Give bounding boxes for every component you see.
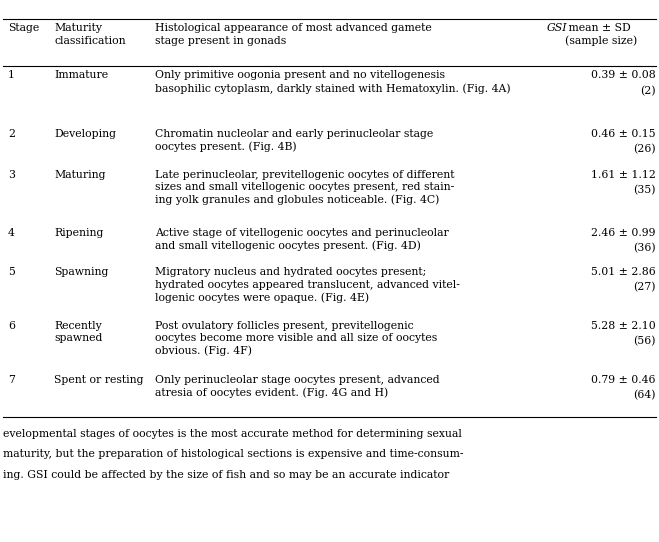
Text: 7: 7: [8, 375, 14, 384]
Text: 0.79 ± 0.46: 0.79 ± 0.46: [591, 375, 656, 384]
Text: 0.46 ± 0.15: 0.46 ± 0.15: [591, 129, 656, 139]
Text: (64): (64): [633, 390, 656, 400]
Text: Only perinucleolar stage oocytes present, advanced
atresia of oocytes evident. (: Only perinucleolar stage oocytes present…: [155, 375, 440, 398]
Text: (27): (27): [633, 282, 656, 293]
Text: 2: 2: [8, 129, 15, 139]
Text: Histological appearance of most advanced gamete
stage present in gonads: Histological appearance of most advanced…: [155, 23, 432, 46]
Text: Recently
spawned: Recently spawned: [54, 321, 102, 343]
Text: mean ± SD
(sample size): mean ± SD (sample size): [565, 23, 638, 47]
Text: Migratory nucleus and hydrated oocytes present;
hydrated oocytes appeared transl: Migratory nucleus and hydrated oocytes p…: [155, 267, 460, 303]
Text: 1: 1: [8, 70, 15, 80]
Text: (56): (56): [633, 336, 656, 346]
Text: 5: 5: [8, 267, 14, 277]
Text: Developing: Developing: [54, 129, 116, 139]
Text: 3: 3: [8, 170, 15, 179]
Text: 5.01 ± 2.86: 5.01 ± 2.86: [591, 267, 656, 277]
Text: evelopmental stages of oocytes is the most accurate method for determining sexua: evelopmental stages of oocytes is the mo…: [3, 429, 462, 438]
Text: GSI: GSI: [547, 23, 567, 33]
Text: (35): (35): [633, 185, 656, 195]
Text: (26): (26): [633, 144, 656, 154]
Text: Maturity
classification: Maturity classification: [54, 23, 126, 46]
Text: Chromatin nucleolar and early perinucleolar stage
oocytes present. (Fig. 4B): Chromatin nucleolar and early perinucleo…: [155, 129, 433, 152]
Text: maturity, but the preparation of histological sections is expensive and time-con: maturity, but the preparation of histolo…: [3, 449, 464, 459]
Text: ing. GSI could be affected by the size of fish and so may be an accurate indicat: ing. GSI could be affected by the size o…: [3, 470, 449, 480]
Text: Spent or resting: Spent or resting: [54, 375, 144, 384]
Text: Spawning: Spawning: [54, 267, 109, 277]
Text: 2.46 ± 0.99: 2.46 ± 0.99: [591, 228, 656, 238]
Text: Post ovulatory follicles present, previtellogenic
oocytes become more visible an: Post ovulatory follicles present, previt…: [155, 321, 437, 357]
Text: (2): (2): [640, 86, 656, 96]
Text: 4: 4: [8, 228, 14, 238]
Text: (36): (36): [633, 243, 656, 254]
Text: Only primitive oogonia present and no vitellogenesis
basophilic cytoplasm, darkl: Only primitive oogonia present and no vi…: [155, 70, 511, 94]
Text: Active stage of vitellogenic oocytes and perinucleolar
and small vitellogenic oo: Active stage of vitellogenic oocytes and…: [155, 228, 449, 251]
Text: Stage: Stage: [8, 23, 39, 33]
Text: Maturing: Maturing: [54, 170, 105, 179]
Text: 1.61 ± 1.12: 1.61 ± 1.12: [591, 170, 656, 179]
Text: Ripening: Ripening: [54, 228, 103, 238]
Text: 0.39 ± 0.08: 0.39 ± 0.08: [591, 70, 656, 80]
Text: 5.28 ± 2.10: 5.28 ± 2.10: [591, 321, 656, 331]
Text: 6: 6: [8, 321, 15, 331]
Text: Late perinucleolar, previtellogenic oocytes of different
sizes and small vitello: Late perinucleolar, previtellogenic oocy…: [155, 170, 454, 205]
Text: Immature: Immature: [54, 70, 108, 80]
